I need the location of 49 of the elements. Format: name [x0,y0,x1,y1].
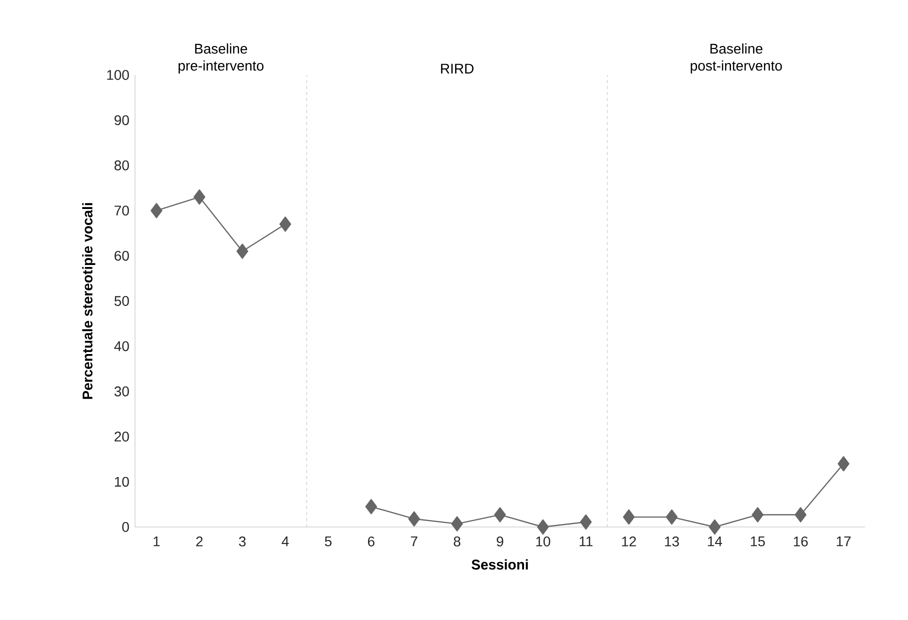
y-tick-label: 10 [114,476,129,487]
y-tick-label: 40 [114,341,129,352]
y-tick-label: 100 [107,70,129,80]
text: Baseline pre-intervento [178,43,264,74]
x-tick-label: 1 [154,536,160,546]
point [666,509,678,525]
x-tick-label: 11 [580,536,592,546]
x-tick-label: 12 [622,536,636,546]
point [150,202,162,218]
x-tick-label: 9 [496,536,504,546]
x-tick-label: 7 [410,536,418,546]
y-tick-label: 50 [114,296,129,306]
x-tick-label: 5 [324,536,332,546]
point [236,244,248,259]
point [365,499,378,514]
x-tick-label: 4 [282,536,289,546]
y-tick-label: 70 [114,206,129,216]
text: Baseline post-intervento [690,43,782,74]
x-tick-label: 13 [665,536,679,546]
point [838,456,850,472]
x-tick-label: 15 [750,536,765,546]
point [537,519,549,535]
y-axis-title: Percentuale stereotipie vocali [82,203,96,399]
point [752,507,764,522]
y-tick-label: 0 [122,522,129,532]
x-tick-label: 8 [454,536,460,546]
point [580,514,592,530]
x-tick-label: 10 [536,536,550,546]
x-axis-title: Sessioni [472,559,528,570]
x-tick-label: 17 [836,536,851,546]
point [194,189,206,205]
point [708,519,721,535]
y-tick-label: 20 [114,432,129,442]
y-tick-label: 80 [114,160,129,170]
y-tick-label: 90 [114,115,129,126]
point [622,509,635,525]
point [794,507,806,522]
point [451,516,463,532]
y-tick-label: 60 [114,250,129,261]
point [279,216,292,232]
point [408,511,420,526]
x-tick-label: 6 [368,536,374,546]
point [494,507,506,522]
x-tick-label: 16 [794,536,808,546]
y-tick-label: 30 [114,386,129,396]
x-tick-label: 14 [708,536,722,546]
x-tick-label: 2 [196,536,203,546]
text: RIRD [441,64,474,74]
x-tick-label: 3 [239,536,246,546]
